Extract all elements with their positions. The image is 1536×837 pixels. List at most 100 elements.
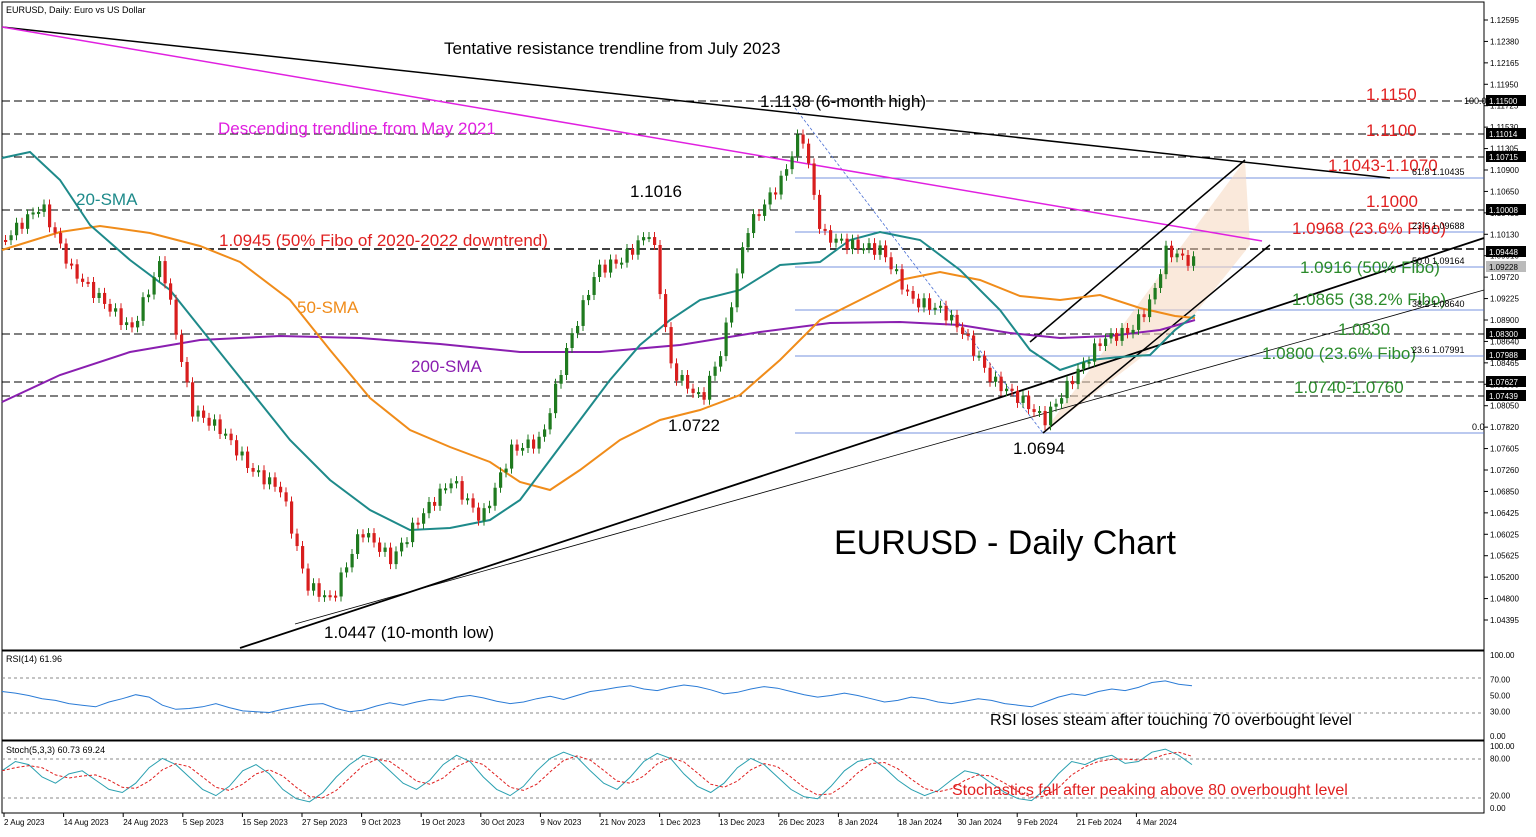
candle-body — [867, 243, 871, 249]
candle-body — [510, 444, 514, 469]
price-markers: 1.11500 1.11014 1.10715 1.10008 1.09448 1.092… — [1486, 95, 1526, 401]
resistance-trendline-july-2023 — [1, 26, 1391, 179]
candle-body — [895, 269, 899, 272]
x-tick-label: 2 Aug 2023 — [4, 818, 45, 827]
candle-body — [1043, 410, 1047, 426]
candle-body — [752, 214, 756, 234]
candle-body — [460, 481, 464, 500]
candle-body — [350, 553, 354, 568]
candle-body — [691, 388, 695, 393]
main-panel-frame — [1, 1, 1485, 651]
candle-body — [1065, 380, 1069, 399]
candle-body — [592, 277, 596, 295]
candle-body — [229, 433, 233, 441]
candle-body — [889, 257, 893, 270]
y-tick-label: 1.11725 — [1490, 102, 1519, 111]
x-tick-label: 26 Dec 2023 — [779, 818, 825, 827]
candle-body — [224, 433, 228, 436]
y-tick-label: 1.04395 — [1490, 616, 1519, 625]
y-tick-label: 1.07260 — [1490, 466, 1519, 475]
sma-200-line — [1, 319, 1196, 403]
candle-body — [202, 410, 206, 418]
x-tick-label: 8 Jan 2024 — [838, 818, 878, 827]
y-tick-label: 1.11305 — [1490, 145, 1519, 154]
price-marker-label: 1.07627 — [1489, 378, 1518, 387]
label-s-10916: 1.0916 (50% Fibo) — [1300, 258, 1440, 277]
label-s-10830: 1.0830 — [1338, 320, 1390, 339]
candle-body — [108, 303, 112, 312]
candle-body — [801, 134, 805, 144]
candle-body — [141, 297, 145, 321]
candle-body — [1186, 255, 1190, 266]
candle-body — [543, 429, 547, 437]
candle-body — [4, 240, 8, 242]
rsi-line — [1, 680, 1193, 714]
rsi-axis-ticks: 100.00 70.00 50.00 30.00 0.00 — [1490, 651, 1515, 741]
price-marker-box — [1486, 349, 1526, 360]
price-marker-label: 1.07988 — [1489, 351, 1518, 360]
candle-body — [97, 292, 101, 298]
stoch-axis-ticks: 100.00 80.00 20.00 0.00 — [1490, 742, 1515, 813]
x-tick-label: 9 Feb 2024 — [1017, 818, 1058, 827]
stoch-note: Stochastics fall after peaking above 80 … — [952, 782, 1348, 799]
y-tick-label: 1.10650 — [1490, 187, 1519, 196]
candle-body — [1005, 388, 1009, 392]
candle-body — [20, 222, 24, 229]
candle-body — [999, 376, 1003, 392]
y-tick-label: 1.06025 — [1490, 530, 1519, 539]
price-marker-label: 1.11500 — [1489, 97, 1518, 106]
candle-body — [735, 273, 739, 308]
candle-body — [1093, 343, 1097, 362]
label-resistance-trendline: Tentative resistance trendline from July… — [444, 39, 780, 58]
candle-body — [933, 307, 937, 310]
label-high-11016: 1.1016 — [630, 182, 682, 201]
candle-body — [317, 583, 321, 597]
candle-body — [59, 232, 63, 244]
candle-body — [658, 245, 662, 295]
candle-body — [708, 375, 712, 400]
candle-body — [1181, 253, 1185, 256]
y-tick-label: 1.06850 — [1490, 487, 1519, 496]
y-tick-label: 1.04800 — [1490, 595, 1519, 604]
descending-trendline-may-2021 — [1, 26, 1263, 242]
candle-body — [1175, 253, 1179, 258]
candle-body — [477, 507, 481, 521]
candle-body — [9, 235, 13, 241]
support-trendline — [239, 237, 1485, 649]
label-r-11100: 1.1100 — [1366, 121, 1417, 140]
candle-body — [207, 417, 211, 426]
candle-body — [741, 247, 745, 274]
x-tick-label: 14 Aug 2023 — [64, 818, 109, 827]
y-tick-label: 1.08050 — [1490, 402, 1519, 411]
candle-body — [64, 243, 68, 264]
candle-body — [169, 283, 173, 300]
candle-body — [455, 481, 459, 484]
candle-body — [845, 238, 849, 250]
price-marker-label: 1.10008 — [1489, 206, 1518, 215]
candle-body — [103, 292, 107, 304]
candle-body — [444, 488, 448, 491]
candle-body — [515, 444, 519, 451]
candle-body — [284, 492, 288, 502]
candle-body — [449, 483, 453, 489]
candle-body — [988, 367, 992, 382]
candle-body — [367, 533, 371, 538]
candle-body — [647, 237, 651, 240]
candle-body — [972, 335, 976, 356]
candle-body — [713, 366, 717, 376]
candle-body — [548, 413, 552, 430]
candle-body — [966, 333, 970, 336]
label-sma-50: 50-SMA — [297, 298, 359, 317]
candle-body — [466, 498, 470, 501]
price-marker-box — [1486, 128, 1526, 139]
price-marker-box — [1486, 151, 1526, 162]
candle-body — [493, 487, 497, 506]
candle-body — [955, 314, 959, 328]
candle-body — [1016, 390, 1020, 403]
price-candles — [4, 129, 1196, 602]
candle-body — [570, 333, 574, 348]
candle-body — [757, 214, 761, 217]
x-tick-label: 13 Dec 2023 — [719, 818, 765, 827]
y-tick-label: 1.06425 — [1490, 509, 1519, 518]
candle-body — [829, 230, 833, 243]
